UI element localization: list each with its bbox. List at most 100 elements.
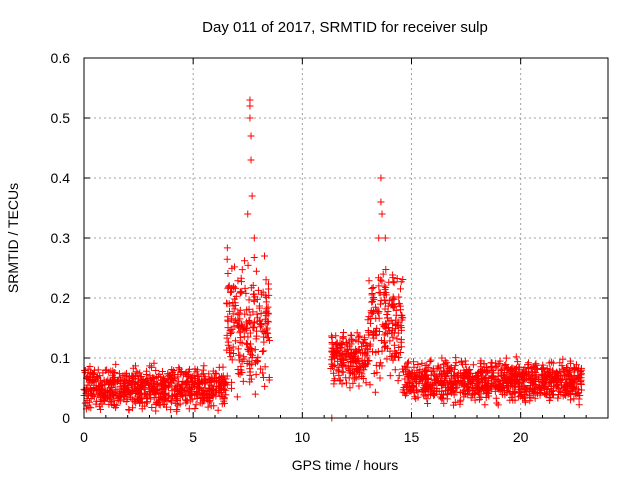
- data-point: [129, 364, 137, 372]
- data-point: [207, 381, 215, 389]
- data-point: [575, 389, 583, 397]
- data-point: [518, 370, 526, 378]
- data-point: [496, 357, 504, 365]
- data-point: [234, 345, 242, 353]
- data-point: [164, 394, 172, 402]
- data-point: [418, 387, 426, 395]
- data-point: [384, 302, 392, 310]
- data-point: [385, 317, 393, 325]
- data-point: [88, 375, 96, 383]
- data-point: [559, 392, 567, 400]
- data-point: [475, 386, 483, 394]
- data-point: [338, 351, 346, 359]
- data-point: [342, 379, 350, 387]
- data-point: [150, 377, 158, 385]
- data-point: [380, 282, 388, 290]
- data-point: [88, 370, 96, 378]
- data-point: [348, 354, 356, 362]
- y-tick-label: 0.5: [51, 110, 71, 126]
- data-point: [365, 331, 373, 339]
- data-point: [125, 406, 133, 413]
- data-point: [201, 375, 209, 383]
- data-point: [110, 396, 118, 404]
- data-point: [391, 352, 399, 360]
- data-point: [403, 363, 411, 371]
- data-point: [469, 361, 477, 369]
- data-point: [385, 297, 393, 305]
- data-point: [393, 275, 401, 283]
- data-point: [494, 401, 502, 409]
- data-point: [221, 386, 229, 394]
- data-point: [224, 270, 232, 278]
- data-point: [236, 334, 244, 342]
- data-point: [570, 365, 578, 373]
- data-point: [231, 337, 239, 345]
- data-point: [344, 362, 352, 370]
- data-point: [452, 359, 460, 367]
- data-point: [246, 96, 254, 104]
- data-point: [189, 381, 197, 389]
- data-point: [152, 407, 160, 415]
- data-point: [257, 290, 265, 298]
- data-point: [368, 298, 376, 306]
- data-point: [222, 391, 230, 399]
- data-point: [246, 329, 254, 337]
- data-point: [397, 348, 405, 356]
- data-point: [487, 363, 495, 371]
- data-point: [138, 405, 146, 413]
- data-point: [521, 384, 529, 392]
- data-point: [215, 363, 223, 371]
- data-point: [131, 381, 139, 389]
- data-point: [461, 373, 469, 381]
- data-point: [427, 371, 435, 379]
- data-point: [529, 385, 537, 393]
- data-point: [188, 386, 196, 394]
- data-point: [381, 286, 389, 294]
- data-point: [258, 347, 266, 355]
- data-point: [501, 391, 509, 399]
- data-point: [467, 369, 475, 377]
- data-point: [220, 380, 228, 388]
- data-point: [143, 399, 151, 407]
- data-point: [238, 339, 246, 347]
- data-point: [510, 383, 518, 391]
- y-tick-label: 0.1: [51, 350, 71, 366]
- data-point: [467, 394, 475, 402]
- data-point: [328, 340, 336, 348]
- data-point: [422, 388, 430, 396]
- data-point: [175, 364, 183, 372]
- data-point: [533, 365, 541, 373]
- data-point: [212, 374, 220, 382]
- data-point: [389, 319, 397, 327]
- data-point: [375, 308, 383, 316]
- data-point: [381, 343, 389, 351]
- data-point: [414, 360, 422, 368]
- data-point: [548, 377, 556, 385]
- data-point: [161, 390, 169, 398]
- data-point: [247, 156, 255, 164]
- data-point: [122, 398, 130, 406]
- data-point: [549, 359, 557, 367]
- data-point: [112, 391, 120, 399]
- data-point: [205, 387, 213, 395]
- data-point: [168, 365, 176, 373]
- data-point: [183, 388, 191, 396]
- data-point: [158, 368, 166, 376]
- data-point: [394, 377, 402, 385]
- data-point: [392, 306, 400, 314]
- data-point: [500, 375, 508, 383]
- data-point: [368, 348, 376, 356]
- data-point: [238, 288, 246, 296]
- data-point: [330, 369, 338, 377]
- data-point: [481, 401, 489, 409]
- data-point: [159, 400, 167, 408]
- data-point: [382, 265, 390, 273]
- data-point: [143, 395, 151, 403]
- data-point: [265, 285, 273, 293]
- data-point: [84, 372, 92, 380]
- data-point: [254, 286, 262, 294]
- data-point: [113, 386, 121, 394]
- data-point: [188, 395, 196, 403]
- data-point: [263, 329, 271, 337]
